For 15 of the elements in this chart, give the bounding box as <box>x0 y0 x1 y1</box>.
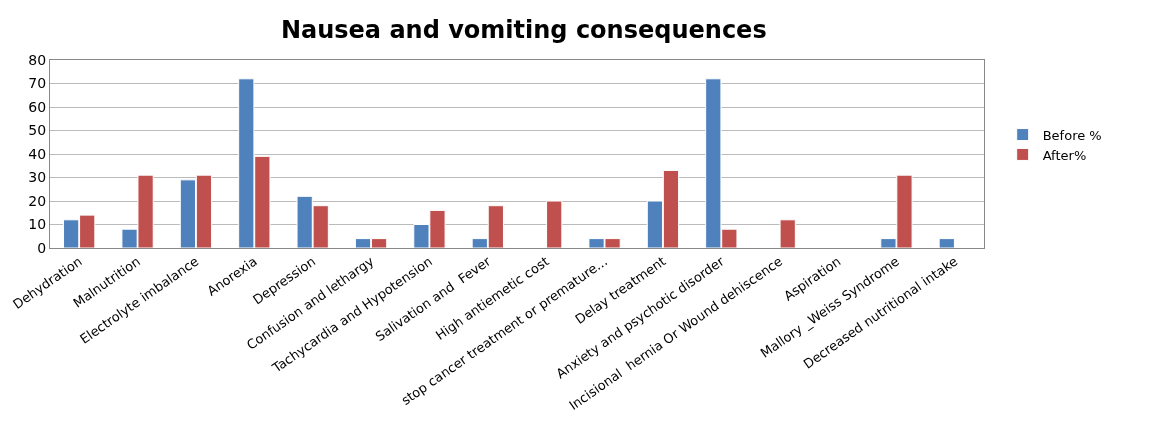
y-tick-label: 60 <box>28 98 47 115</box>
y-tick-label: 40 <box>28 145 47 162</box>
y-tick-label: 70 <box>28 75 47 92</box>
y-tick-label: 80 <box>28 51 47 68</box>
y-tick-label: 20 <box>28 192 47 209</box>
bar <box>546 200 563 248</box>
y-tick-label: 0 <box>37 239 47 256</box>
legend-label: Before % <box>1042 127 1102 143</box>
bar <box>779 219 796 248</box>
y-tick-label: 10 <box>28 216 47 233</box>
y-tick-label: 30 <box>28 169 47 186</box>
bar <box>938 238 955 248</box>
y-tick-label: 50 <box>28 122 47 139</box>
legend-label: After% <box>1042 147 1087 163</box>
chart-title: Nausea and vomiting consequences <box>280 15 767 44</box>
